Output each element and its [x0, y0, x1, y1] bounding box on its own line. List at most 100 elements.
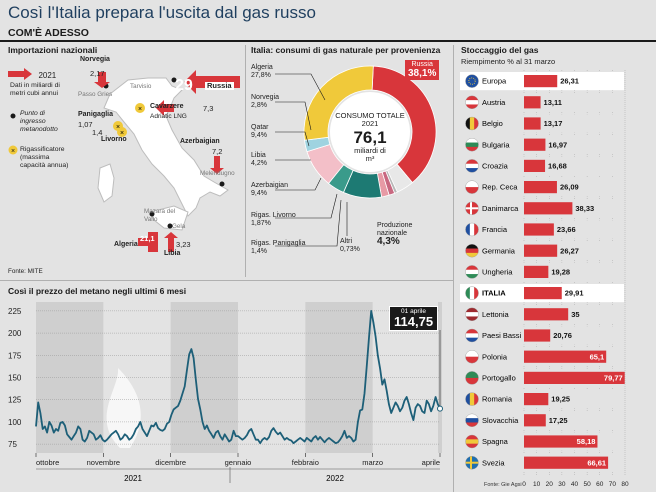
storage-subtitle: Riempimento % al 31 marzo: [461, 57, 556, 66]
point-livorno: Livorno: [101, 136, 127, 143]
bar-label-14: Portogallo: [482, 374, 516, 383]
bar-row-bg-2: [460, 114, 624, 133]
bar-row-bg-1: [460, 93, 624, 112]
bar-16: [524, 414, 546, 427]
x-tick-5: marzo: [362, 458, 383, 467]
bar-9: [524, 265, 549, 278]
flag-icon-18: [465, 456, 479, 470]
flag-icon-8: [465, 243, 479, 258]
point-russia: Russia: [205, 81, 234, 90]
x-tick-2: dicembre: [155, 458, 186, 467]
bar-label-17: Spagna: [482, 437, 509, 446]
bar-value-5: 26,09: [560, 183, 579, 192]
bar-7: [524, 223, 554, 236]
page-subtitle: COM'È ADESSO: [0, 27, 656, 42]
y-tick-3: 150: [8, 374, 22, 383]
point-algeria: Algeria: [114, 241, 138, 248]
bar-x-tick-0: 0: [522, 481, 526, 488]
bar-13: [524, 350, 607, 363]
arrow-algeria: [138, 232, 158, 252]
x-tick-4: febbraio: [292, 458, 319, 467]
bar-value-10: 29,91: [565, 289, 584, 298]
donut-slice-0: [371, 65, 437, 184]
flag-icon-2: [465, 116, 479, 131]
bar-label-12: Paesi Bassi: [482, 331, 522, 340]
point-norvegia-place: Passo Gries: [78, 91, 113, 98]
bar-17: [524, 435, 598, 448]
point-cavarzere-value: 7,3: [203, 104, 214, 113]
price-callout-value: 114,75: [394, 314, 434, 329]
imports-source: Fonte: MITE: [8, 268, 43, 275]
point-norvegia: Norvegia: [80, 56, 110, 63]
point-azerbaigian: Azerbaigian: [180, 138, 220, 145]
bar-5: [524, 181, 557, 194]
point-russia-value: 29: [175, 77, 193, 94]
y-tick-4: 175: [8, 351, 22, 360]
imports-title: Importazioni nazionali: [8, 45, 98, 55]
y-tick-6: 225: [8, 307, 22, 316]
x-tick-3: gennaio: [225, 458, 252, 467]
bar-3: [524, 138, 546, 151]
point-libia-place: Gela: [172, 223, 186, 230]
flag-icon-10: [465, 286, 479, 300]
year-2022: 2022: [326, 474, 344, 483]
bar-value-9: 19,28: [551, 268, 570, 277]
flag-icon-15: [465, 392, 479, 406]
donut-center-value: 76,1: [353, 128, 387, 147]
flag-icon-3: [465, 137, 479, 152]
italy-shape: [103, 77, 229, 217]
bar-label-2: Belgio: [482, 119, 503, 128]
point-cavarzere: Cavarzere: [150, 103, 184, 110]
price-title: Così il prezzo del metano negli ultimi 6…: [8, 286, 187, 296]
flag-icon-12: [465, 328, 479, 343]
slice-qatar-label: Qatar 9,4%: [251, 124, 269, 139]
point-algeria-value: 21,1: [140, 234, 155, 243]
bar-14: [524, 371, 625, 384]
flag-icon-4: [465, 159, 479, 173]
slice-norvegia-label: Norvegia 2,8%: [251, 94, 280, 109]
bar-value-16: 17,25: [549, 416, 568, 425]
bar-8: [524, 244, 558, 257]
flag-icon-5: [465, 180, 479, 194]
y-tick-1: 100: [8, 418, 22, 427]
price-last-point: [437, 405, 443, 412]
slice-libia-label: Libia 4,2%: [251, 152, 267, 167]
bar-label-10: ITALIA: [482, 289, 506, 298]
x-tick-0: ottobre: [36, 458, 59, 467]
flag-icon-7: [465, 222, 479, 237]
consumption-title: Italia: consumi di gas naturale per prov…: [251, 45, 441, 55]
bar-10: [524, 287, 562, 300]
arrow-libia: [164, 232, 178, 252]
bar-value-3: 16,97: [548, 140, 567, 149]
storage-bar-chart: 0 10 20 30 40 50 60 70 80 Europa 26,31 Austria 13,11…: [460, 70, 629, 488]
bar-18: [524, 456, 609, 469]
bar-label-18: Svezia: [482, 458, 505, 467]
sicily-shape: [149, 205, 189, 231]
price-callout-date: 01 aprile: [401, 308, 426, 315]
slice-produzione-label: Produzione nazionale 4,3%: [377, 222, 413, 247]
y-tick-2: 125: [8, 396, 22, 405]
bar-label-0: Europa: [482, 77, 507, 86]
bar-x-tick-6: 60: [596, 481, 604, 488]
y-tick-5: 200: [8, 329, 22, 338]
bar-value-7: 23,66: [557, 225, 576, 234]
x-tick-6: aprile: [422, 458, 440, 467]
bar-value-14: 79,77: [604, 374, 623, 383]
point-azerbaigian-place: Melendugno: [200, 170, 235, 177]
bar-6: [524, 202, 573, 215]
bar-label-11: Lettonia: [482, 310, 510, 319]
bar-15: [524, 393, 549, 406]
donut-center-unit: miliardi di m³: [354, 146, 386, 163]
point-norvegia-value: 2,17: [90, 69, 105, 78]
bar-label-9: Ungheria: [482, 268, 513, 277]
bar-4: [524, 159, 546, 172]
bar-label-5: Rep. Ceca: [482, 183, 518, 192]
bar-value-11: 35: [571, 310, 579, 319]
svg-text:×: ×: [138, 106, 142, 113]
entry-point-icon: [10, 113, 16, 119]
donut-slice-9: [303, 65, 374, 141]
bar-label-3: Bulgaria: [482, 140, 510, 149]
point-azerbaigian-value: 7,2: [212, 147, 223, 156]
svg-text:×: ×: [120, 130, 124, 137]
bar-value-8: 26,27: [560, 246, 579, 255]
